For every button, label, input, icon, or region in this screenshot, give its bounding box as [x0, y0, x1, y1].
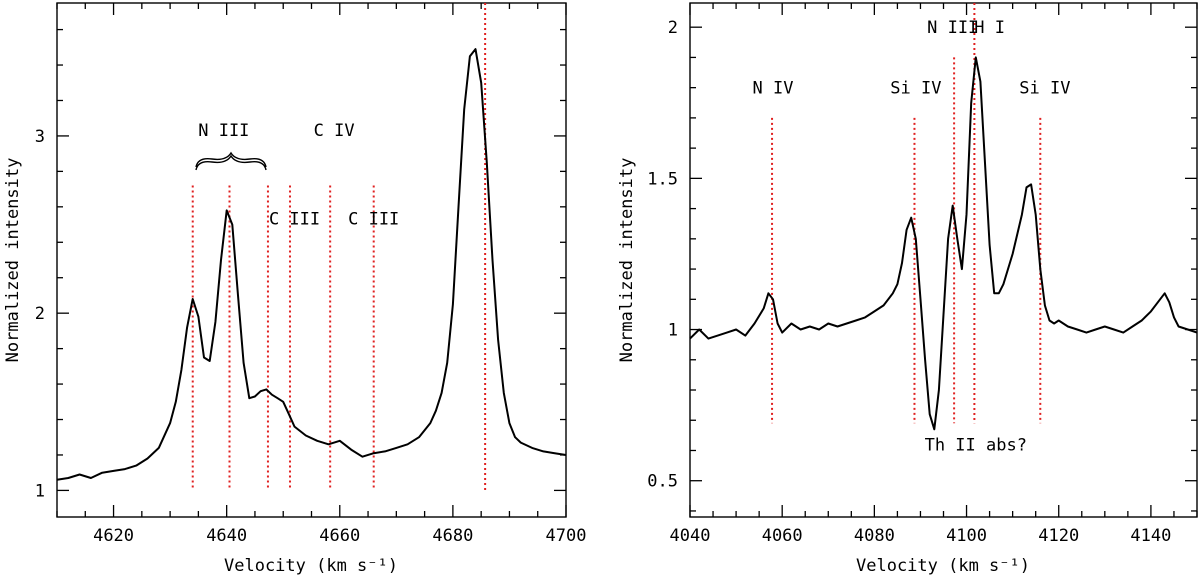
n-iii-brace: [195, 151, 267, 171]
x-tick-label: 4660: [319, 526, 360, 546]
x-tick-label: 4040: [670, 526, 711, 546]
y-tick-label: 3: [35, 127, 45, 147]
line-annotation: C III: [348, 210, 399, 230]
right-y-axis: 0.5 1 1.5 2: [647, 18, 1197, 512]
left-panel: 1 2 3 4620 4640 4660 4680 4700 N III C IV C III C…: [3, 2, 587, 576]
right-spectrum-line: [689, 56, 1198, 431]
left-line-markers: [191, 3, 487, 491]
y-tick-label: 1.5: [647, 169, 678, 189]
x-tick-label: 4140: [1130, 526, 1171, 546]
right-panel: 0.5 1 1.5 2 4040 4060 4080 4100 4120 4140 N IV Si…: [617, 2, 1198, 576]
left-x-axis: 4620 4640 4660 4680 4700: [56, 3, 587, 546]
line-annotation: C IV: [314, 121, 355, 141]
x-tick-label: 4640: [206, 526, 247, 546]
x-tick-label: 4620: [93, 526, 134, 546]
left-spectrum-line: [56, 48, 567, 481]
y-tick-label: 0.5: [647, 472, 678, 492]
right-y-axis-label: Normalized intensity: [617, 158, 637, 363]
left-y-axis: 1 2 3: [35, 28, 566, 501]
left-y-axis-label: Normalized intensity: [3, 158, 23, 363]
line-annotation: Si IV: [1019, 79, 1070, 99]
y-tick-label: 2: [668, 18, 678, 38]
line-annotation: N III: [927, 18, 978, 38]
line-annotation: Si IV: [890, 79, 941, 99]
right-line-markers: [771, 3, 1042, 424]
left-plot-frame: [56, 2, 567, 518]
line-annotation: C III: [269, 210, 320, 230]
left-annotations: N III C IV C III C III: [198, 121, 399, 230]
x-tick-label: 4680: [432, 526, 473, 546]
y-tick-label: 1: [35, 481, 45, 501]
line-annotation: N III: [198, 121, 249, 141]
x-tick-label: 4700: [546, 526, 587, 546]
y-tick-label: 2: [35, 304, 45, 324]
x-tick-label: 4120: [1038, 526, 1079, 546]
line-annotation: Th II abs?: [925, 435, 1027, 455]
x-tick-label: 4100: [946, 526, 987, 546]
right-x-axis-label: Velocity (km s⁻¹): [856, 556, 1030, 576]
x-tick-label: 4080: [854, 526, 895, 546]
y-tick-label: 1: [668, 321, 678, 341]
left-x-axis-label: Velocity (km s⁻¹): [224, 556, 398, 576]
line-annotation: N IV: [752, 79, 793, 99]
right-x-axis: 4040 4060 4080 4100 4120 4140: [670, 3, 1198, 546]
line-annotation: H I: [974, 18, 1005, 38]
x-tick-label: 4060: [762, 526, 803, 546]
